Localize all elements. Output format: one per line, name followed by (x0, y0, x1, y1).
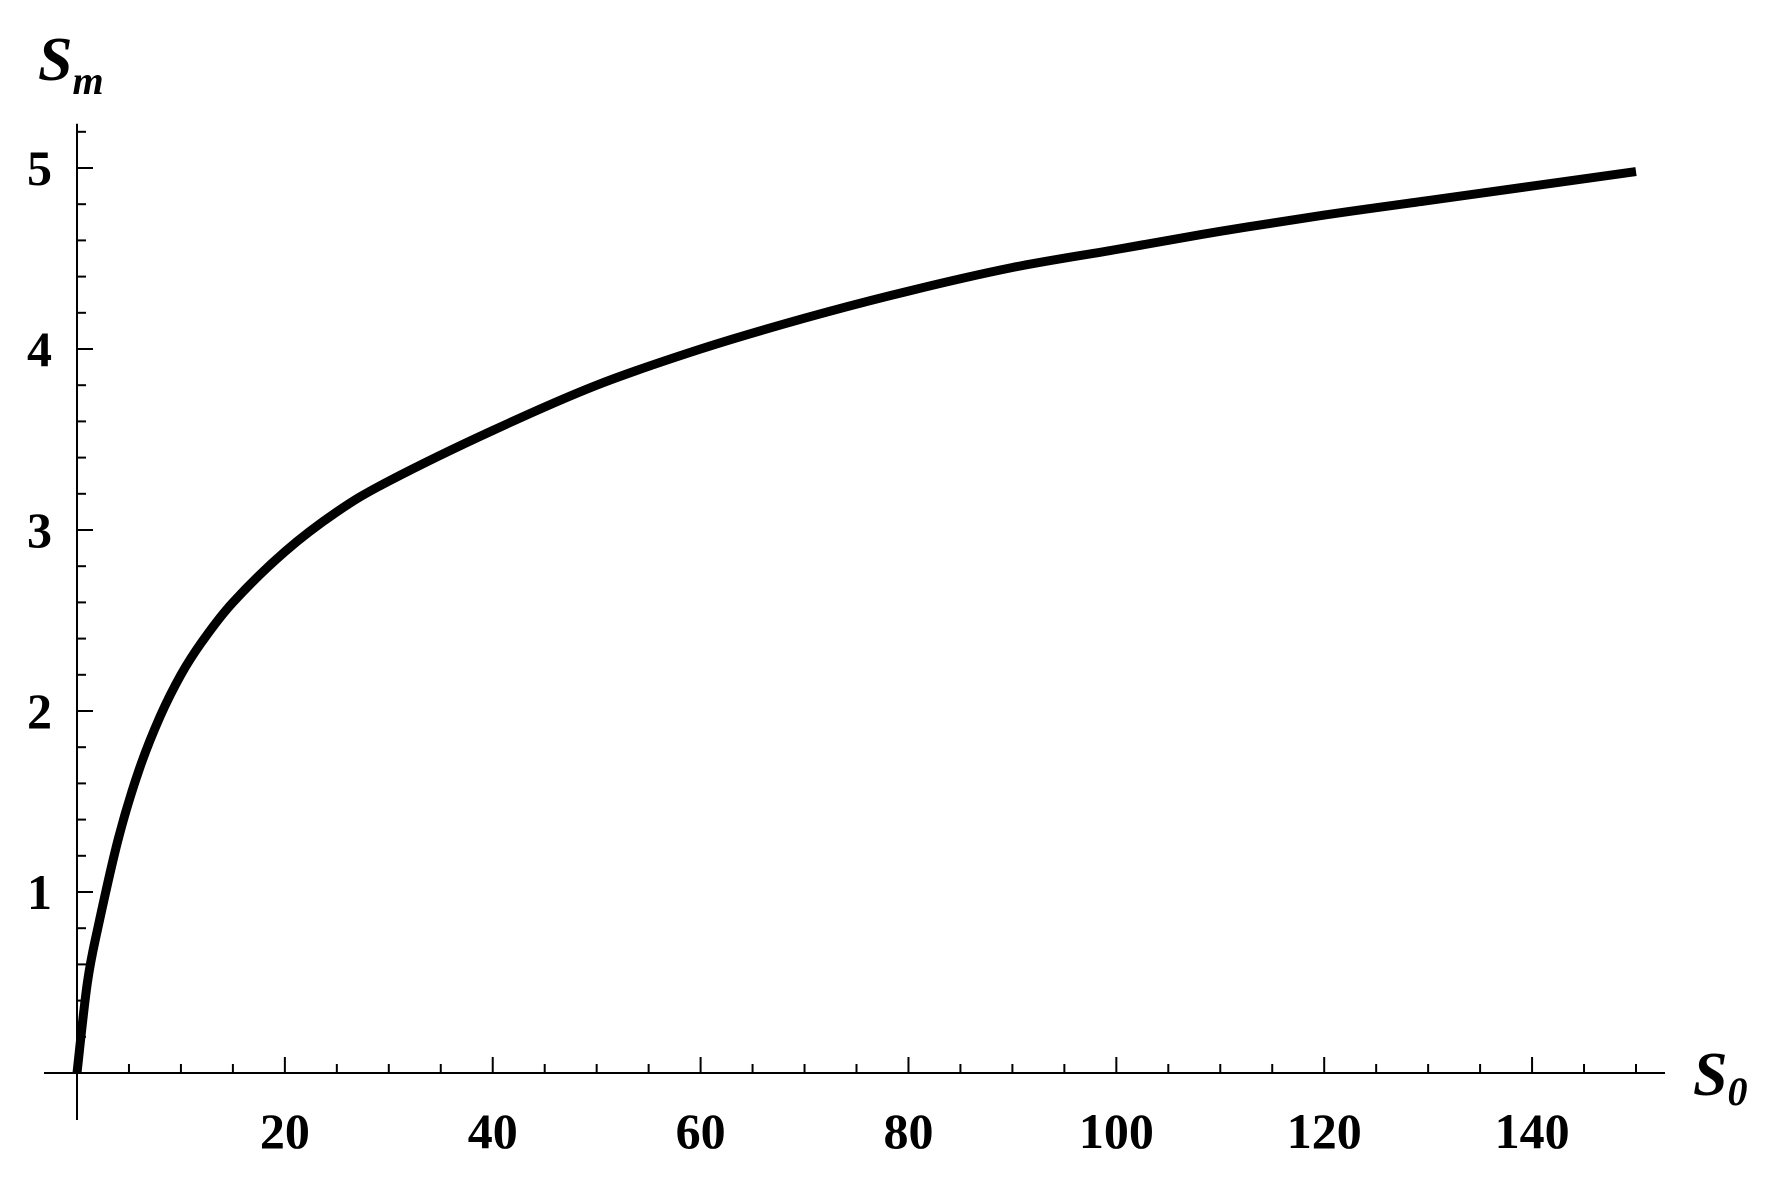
y-tick-label: 2 (27, 683, 52, 739)
series (72, 167, 1637, 1074)
x-tick-label: 40 (468, 1103, 518, 1159)
x-axis-label-sub: 0 (1727, 1069, 1747, 1114)
y-axis-label: Sm (38, 26, 104, 103)
x-axis-label-base: S (1693, 1041, 1727, 1109)
x-tick-label: 120 (1287, 1103, 1362, 1159)
series-line (72, 167, 1637, 1074)
y-axis-label-base: S (38, 26, 72, 94)
x-axis-label: S0 (1693, 1041, 1747, 1114)
x-tick-label: 100 (1079, 1103, 1154, 1159)
y-tick-label: 5 (27, 140, 52, 196)
x-tick-label: 60 (676, 1103, 726, 1159)
axes (44, 123, 1665, 1120)
x-tick-label: 140 (1495, 1103, 1570, 1159)
y-tick-label: 3 (27, 502, 52, 558)
tick-labels: 20 40 60 80 100 120 140 1 2 3 4 5 (27, 140, 1570, 1159)
x-tick-label: 20 (260, 1103, 310, 1159)
y-axis-label-sub: m (72, 58, 103, 103)
y-tick-label: 1 (27, 864, 52, 920)
y-tick-label: 4 (27, 321, 52, 377)
ticks (77, 130, 1637, 1073)
x-tick-label: 80 (883, 1103, 933, 1159)
